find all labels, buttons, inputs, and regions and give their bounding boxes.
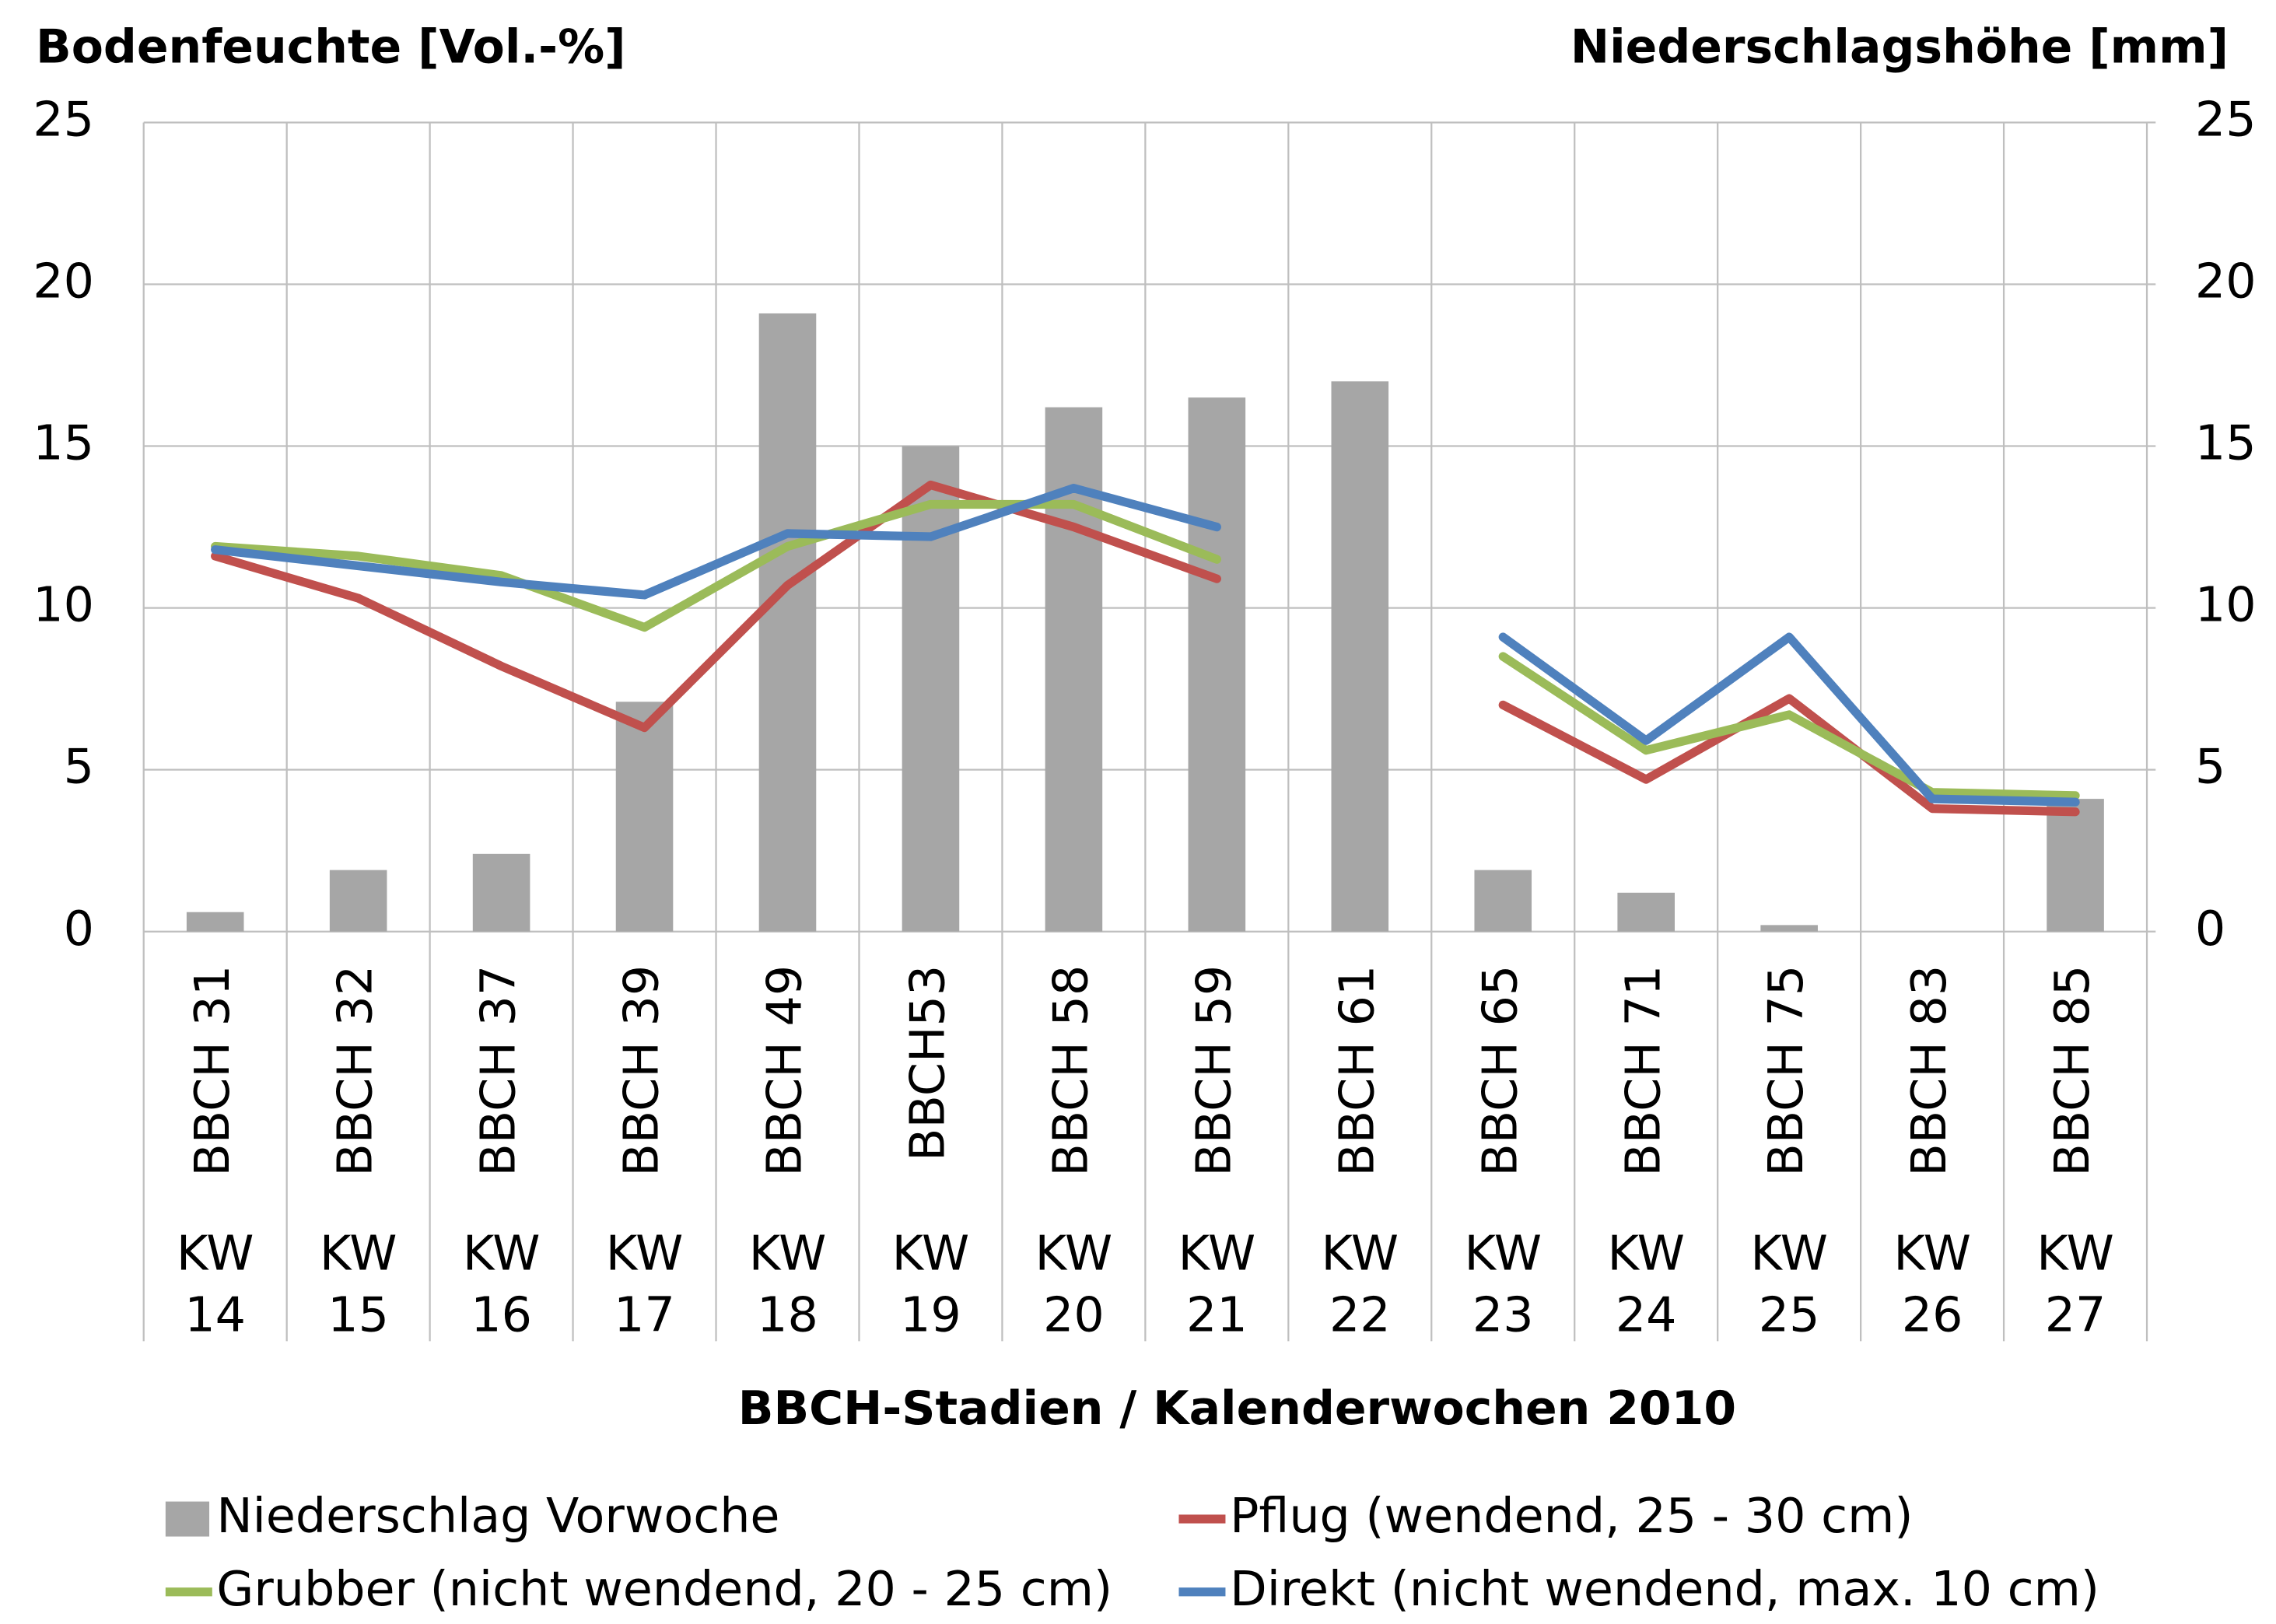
x-tick-label: BBCH 59 (1185, 965, 1241, 1177)
y2-tick-label: 20 (2195, 254, 2257, 310)
x-tick-label-2: KW 23 (1465, 1226, 1542, 1343)
x-tick-label-2: KW 21 (1178, 1226, 1256, 1343)
x-tick-label-2: KW 27 (2036, 1226, 2113, 1343)
x-tick-label-2: KW 24 (1607, 1226, 1685, 1343)
bar (902, 446, 960, 932)
y-tick-label: 15 (33, 415, 94, 471)
bar (1331, 381, 1389, 932)
x-tick-label: BBCH 75 (1758, 965, 1814, 1177)
bar (472, 853, 530, 932)
bar (1760, 925, 1818, 932)
x-tick-label: BBCH53 (900, 965, 956, 1161)
x-tick-label-2: KW 17 (606, 1226, 684, 1343)
y-tick-label: 5 (64, 739, 94, 795)
y2-tick-label: 25 (2195, 92, 2257, 148)
x-tick-label: BBCH 83 (1901, 965, 1957, 1177)
bar (615, 702, 674, 932)
x-tick-label-2: KW 15 (320, 1226, 397, 1343)
x-tick-label: BBCH 71 (1615, 965, 1671, 1177)
x-tick-label: BBCH 32 (327, 965, 383, 1177)
x-tick-label-2: KW 18 (749, 1226, 827, 1343)
y-tick-label: 25 (33, 92, 94, 148)
x-axis-label: BBCH-Stadien / Kalenderwochen 2010 (738, 1381, 1736, 1436)
line (211, 484, 2080, 807)
x-tick-label: BBCH 58 (1042, 965, 1098, 1177)
y-tick-label: 0 (64, 901, 94, 957)
line (211, 499, 2080, 800)
x-tick-label-2: KW 22 (1322, 1226, 1399, 1343)
y2-tick-label: 0 (2195, 901, 2225, 957)
x-tick-label: BBCH 37 (471, 965, 527, 1177)
bar (329, 870, 387, 932)
y2-tick-label: 10 (2195, 577, 2257, 633)
x-tick-label: BBCH 65 (1472, 965, 1528, 1177)
y-axis-label: Bodenfeuchte [Vol.-%] (36, 19, 626, 74)
bar (2047, 799, 2104, 932)
legend-label: Niederschlag Vorwoche (216, 1488, 779, 1544)
bar (1617, 892, 1675, 932)
x-tick-label: BBCH 49 (757, 965, 813, 1177)
x-tick-label-2: KW 19 (892, 1226, 970, 1343)
legend-label: Pflug (wendend, 25 - 30 cm) (1230, 1488, 1913, 1544)
bar (1188, 397, 1246, 932)
y-tick-label: 20 (33, 254, 94, 310)
x-tick-label-2: KW 26 (1893, 1226, 1970, 1343)
x-tick-label: BBCH 31 (184, 965, 240, 1177)
y-tick-label: 10 (33, 577, 94, 633)
x-tick-label-2: KW 16 (463, 1226, 541, 1343)
x-tick-label-2: KW 25 (1750, 1226, 1828, 1343)
legend-swatch (165, 1501, 210, 1537)
bar (758, 313, 817, 932)
bar (186, 912, 244, 932)
y2-axis-label: Niederschlagshöhe [mm] (1570, 19, 2229, 74)
x-tick-label: BBCH 61 (1329, 965, 1385, 1177)
x-tick-label-2: KW 14 (177, 1226, 254, 1343)
x-tick-label: BBCH 85 (2044, 965, 2100, 1177)
bar (1474, 870, 1532, 932)
line (211, 480, 2080, 817)
legend-label: Grubber (nicht wendend, 20 - 25 cm) (216, 1561, 1112, 1617)
y2-tick-label: 5 (2195, 739, 2225, 795)
x-tick-label-2: KW 20 (1035, 1226, 1113, 1343)
y2-tick-label: 15 (2195, 415, 2257, 471)
legend-label: Direkt (nicht wendend, max. 10 cm) (1230, 1561, 2099, 1617)
x-tick-label: BBCH 39 (614, 965, 670, 1177)
